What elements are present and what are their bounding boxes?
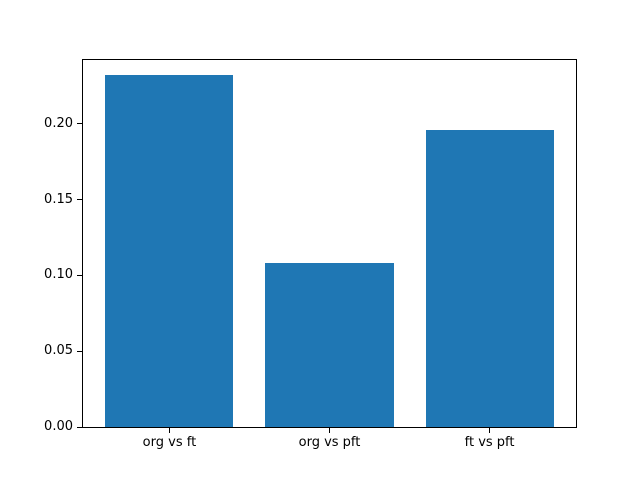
y-tick-mark — [77, 426, 82, 428]
bar-ft-vs-pft — [425, 129, 554, 427]
x-tick-label: org vs ft — [142, 435, 197, 450]
x-tick-label: ft vs pft — [464, 435, 515, 450]
y-tick-label: 0.00 — [44, 419, 73, 434]
x-tick-label: org vs pft — [298, 435, 361, 450]
y-tick-label: 0.20 — [44, 115, 73, 131]
x-tick-mark — [329, 428, 330, 433]
y-tick-label: 0.10 — [44, 267, 73, 283]
y-tick-mark — [77, 274, 82, 276]
x-tick-mark — [489, 428, 491, 433]
y-tick-label: 0.15 — [44, 191, 73, 207]
plot-area — [82, 59, 577, 428]
y-tick-mark — [77, 123, 82, 125]
x-tick-mark — [168, 428, 170, 433]
y-tick-mark — [77, 350, 82, 352]
y-tick-label: 0.05 — [44, 343, 73, 359]
y-tick-mark — [77, 199, 82, 201]
bar-org-vs-pft — [265, 263, 394, 427]
bar-org-vs-ft — [105, 75, 234, 427]
